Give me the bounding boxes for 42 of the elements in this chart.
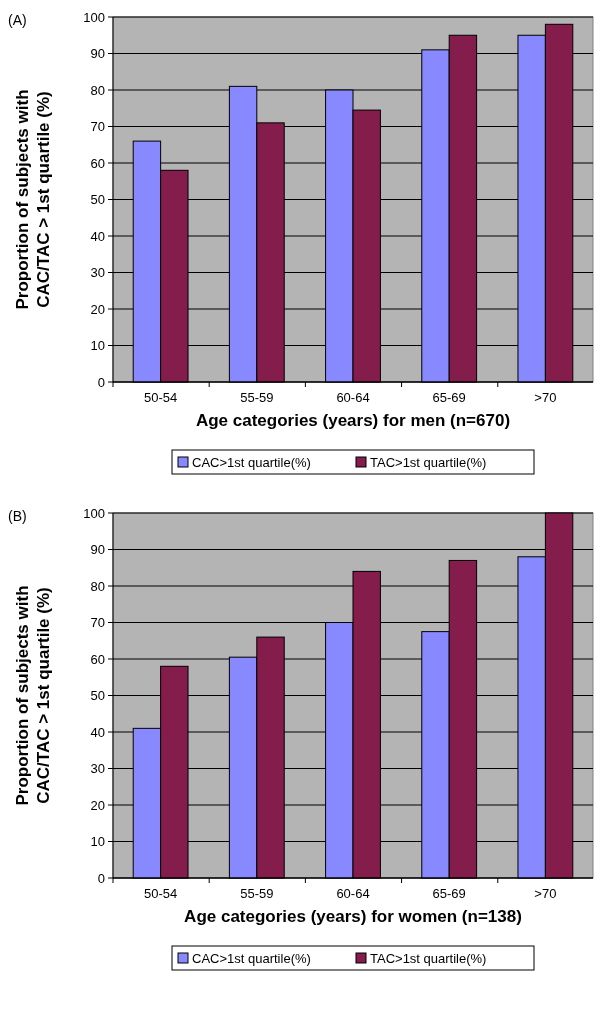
x-tick-label: 55-59 bbox=[240, 390, 274, 405]
y-tick-label: 100 bbox=[83, 505, 105, 521]
y-tick-label: 90 bbox=[90, 542, 105, 558]
y-tick-label: 40 bbox=[90, 228, 105, 244]
x-tick-label: 50-54 bbox=[143, 886, 178, 901]
x-axis-title: Age categories (years) for men (n=670) bbox=[195, 411, 511, 430]
x-tick-label: 65-69 bbox=[432, 390, 466, 405]
y-tick-label: 0 bbox=[97, 870, 105, 886]
y-tick-label: 60 bbox=[90, 651, 105, 667]
y-tick-label: 30 bbox=[90, 761, 105, 777]
y-tick-label: 100 bbox=[83, 9, 105, 25]
y-tick-label: 0 bbox=[97, 374, 105, 390]
legend-label: CAC>1st quartile(%) bbox=[192, 454, 311, 470]
y-tick-label: 70 bbox=[90, 119, 105, 135]
legend-label: TAC>1st quartile(%) bbox=[370, 950, 487, 966]
chart-title: (A) bbox=[8, 12, 27, 28]
y-tick-label: 80 bbox=[90, 578, 105, 594]
y-axis-title: Proportion of subjects with CAC/TAC > 1st quartile (%) bbox=[13, 89, 53, 310]
y-tick-label: 90 bbox=[90, 46, 105, 62]
y-axis-title: Proportion of subjects with CAC/TAC > 1st quartile (%) bbox=[13, 585, 53, 806]
y-tick-label: 40 bbox=[90, 724, 105, 740]
legend-label: TAC>1st quartile(%) bbox=[370, 454, 487, 470]
x-tick-label: 60-64 bbox=[336, 390, 370, 405]
y-tick-label: 50 bbox=[90, 192, 105, 208]
x-axis-title: Age categories (years) for women (n=138) bbox=[184, 907, 522, 926]
y-tick-label: 10 bbox=[90, 834, 105, 850]
y-tick-label: 80 bbox=[90, 82, 105, 98]
y-tick-label: 60 bbox=[90, 155, 105, 171]
x-tick-label: 55-59 bbox=[240, 886, 274, 901]
y-tick-label: 20 bbox=[90, 301, 105, 317]
x-tick-label: 60-64 bbox=[336, 886, 370, 901]
x-tick-label: >70 bbox=[534, 390, 557, 405]
y-tick-label: 70 bbox=[90, 615, 105, 631]
chart-title: (B) bbox=[8, 508, 27, 524]
legend-label: CAC>1st quartile(%) bbox=[192, 950, 311, 966]
y-tick-label: 50 bbox=[90, 688, 105, 704]
x-tick-label: 50-54 bbox=[143, 390, 178, 405]
x-tick-label: >70 bbox=[534, 886, 557, 901]
y-tick-label: 10 bbox=[90, 338, 105, 354]
y-tick-label: 20 bbox=[90, 797, 105, 813]
y-tick-label: 30 bbox=[90, 265, 105, 281]
x-tick-label: 65-69 bbox=[432, 886, 466, 901]
